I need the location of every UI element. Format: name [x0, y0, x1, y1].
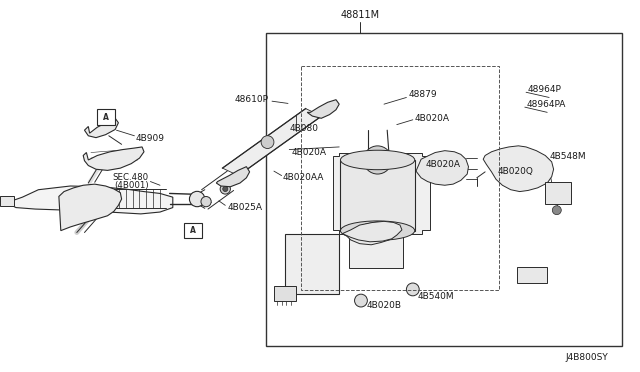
Polygon shape	[483, 146, 554, 192]
Circle shape	[201, 196, 211, 207]
Polygon shape	[83, 147, 144, 170]
Bar	[97, 109, 115, 125]
Text: 48811M: 48811M	[340, 10, 380, 20]
Bar	[301, 66, 499, 290]
Text: 4B020A: 4B020A	[415, 114, 450, 123]
Polygon shape	[347, 222, 400, 245]
Text: 4B548M: 4B548M	[549, 153, 586, 161]
Bar	[545, 182, 571, 204]
Bar	[184, 223, 202, 238]
Polygon shape	[333, 153, 430, 234]
Text: A: A	[102, 113, 109, 122]
Text: 48964P: 48964P	[528, 85, 562, 94]
Polygon shape	[223, 109, 321, 176]
Circle shape	[261, 136, 274, 148]
Text: J4B800SY: J4B800SY	[565, 353, 608, 362]
Text: 4B020AA: 4B020AA	[283, 173, 324, 182]
Bar	[0, 196, 14, 206]
Polygon shape	[349, 229, 371, 238]
Ellipse shape	[340, 221, 415, 240]
Text: 48964PA: 48964PA	[526, 100, 566, 109]
Text: 48610P: 48610P	[235, 95, 269, 104]
Text: SEC.480: SEC.480	[112, 173, 148, 182]
Polygon shape	[307, 100, 339, 118]
Circle shape	[406, 283, 419, 296]
Bar	[340, 160, 415, 231]
Circle shape	[364, 146, 392, 174]
Circle shape	[552, 206, 561, 215]
Text: 4B909: 4B909	[136, 134, 164, 143]
Ellipse shape	[340, 150, 415, 170]
Text: 4B020Q: 4B020Q	[498, 167, 534, 176]
Bar	[517, 267, 547, 283]
Text: A: A	[190, 226, 196, 235]
Bar	[266, 33, 622, 346]
Polygon shape	[342, 221, 402, 242]
Bar	[274, 286, 296, 301]
Bar	[349, 236, 403, 268]
Polygon shape	[84, 118, 118, 138]
Polygon shape	[6, 186, 173, 214]
Circle shape	[189, 191, 205, 207]
Text: (4B001): (4B001)	[114, 181, 148, 190]
Circle shape	[220, 184, 230, 194]
Circle shape	[355, 294, 367, 307]
Text: 4B080: 4B080	[289, 124, 318, 133]
Text: 4B020B: 4B020B	[366, 301, 401, 310]
Text: 4B020A: 4B020A	[291, 148, 326, 157]
Text: 4B025A: 4B025A	[227, 203, 262, 212]
Text: 4B020A: 4B020A	[426, 160, 461, 169]
Circle shape	[223, 186, 228, 192]
Polygon shape	[59, 184, 122, 231]
Polygon shape	[216, 167, 250, 187]
Text: 4B540M: 4B540M	[417, 292, 454, 301]
Bar	[285, 234, 339, 294]
Text: 48879: 48879	[408, 90, 437, 99]
Polygon shape	[416, 151, 468, 185]
